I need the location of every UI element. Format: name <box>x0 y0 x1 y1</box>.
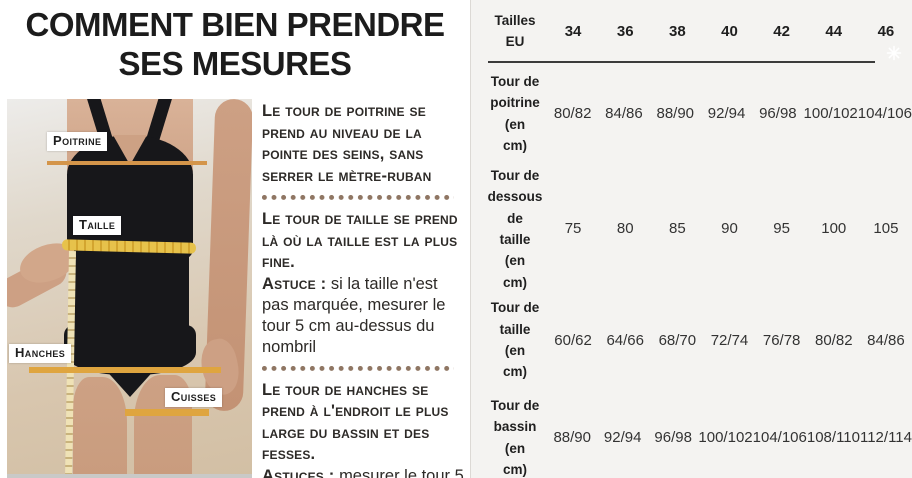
dotted-divider <box>262 365 454 371</box>
instruction-taille: Le tour de taille se prend là où la tail… <box>262 210 458 271</box>
table-row-poitrine: Tour de poitrine (en cm) 80/82 84/86 88/… <box>471 62 912 165</box>
size-table-header-row: Tailles EU 34 36 38 40 42 44 46 <box>471 0 912 62</box>
size-column-header: 44 <box>825 22 843 40</box>
page-title-line1: COMMENT BIEN PRENDRE <box>25 6 445 43</box>
table-cell: 96/98 <box>654 429 692 447</box>
size-column-header: 34 <box>564 22 582 40</box>
page-title: COMMENT BIEN PRENDRE SES MESURES <box>0 0 470 83</box>
label-poitrine: Poitrine <box>47 132 108 152</box>
label-hanches: Hanches <box>9 344 72 364</box>
row-label: Tour de dessous de taille (en cm) <box>487 168 543 290</box>
row-label: Tour de poitrine (en cm) <box>490 73 540 153</box>
hip-measure-line <box>29 367 221 373</box>
instruction-hanches: Le tour de hanches se prend à l'endroit … <box>262 380 449 464</box>
label-cuisses: Cuisses <box>165 388 223 408</box>
table-cell: 72/74 <box>710 331 749 349</box>
bust-measure-line <box>47 161 207 165</box>
table-row-taille: Tour de taille (en cm) 60/62 64/66 68/70… <box>471 285 912 395</box>
size-column-header: 36 <box>616 22 634 40</box>
table-cell: 100 <box>821 220 847 238</box>
table-cell: 104/106 <box>752 429 807 447</box>
table-cell: 75 <box>564 220 582 238</box>
size-table-corner-label: Tailles EU <box>494 12 536 49</box>
table-cell: 85 <box>669 220 686 238</box>
thigh-measure-line <box>125 409 209 416</box>
instruction-hanches-tip: Astuces : mesurer le tour 5 cm au-dessou… <box>262 466 467 478</box>
table-cell: 60/62 <box>554 331 592 349</box>
photo-swimsuit-briefs <box>64 325 196 375</box>
tip-label: Astuce : <box>262 274 327 293</box>
label-taille: Taille <box>73 216 122 236</box>
tip-text: si la taille n'est pas marquée, mesurer … <box>262 274 446 356</box>
guide-left-panel: COMMENT BIEN PRENDRE SES MESURES Poitri <box>0 0 470 478</box>
table-cell: 105 <box>873 220 899 238</box>
table-cell: 64/66 <box>606 331 644 349</box>
photo-swimsuit-vneck <box>113 135 147 165</box>
size-column-header: 38 <box>669 22 686 40</box>
dotted-divider <box>262 195 454 200</box>
photo-bottom-edge <box>7 474 252 478</box>
table-cell: 108/110 <box>806 429 860 447</box>
photo-swimsuit-lower <box>71 249 189 331</box>
sparkle-icon <box>886 45 902 61</box>
table-cell: 112/114 <box>859 429 912 447</box>
table-cell: 76/78 <box>762 331 801 349</box>
size-column-header: 46 <box>877 22 895 40</box>
size-column-header: 42 <box>773 22 790 40</box>
instruction-taille-tip: Astuce : si la taille n'est pas marquée,… <box>262 274 467 358</box>
size-column-header: 40 <box>721 22 738 40</box>
table-row-dessous-taille: Tour de dessous de taille (en cm) 75 80 … <box>471 165 912 290</box>
header-divider-line <box>488 61 875 63</box>
table-cell: 104/106 <box>857 105 912 122</box>
measurement-photo: Poitrine Taille Hanches Cuisses <box>7 99 252 478</box>
photo-left-leg <box>73 377 127 478</box>
table-cell: 80 <box>616 220 634 238</box>
table-cell: 92/94 <box>707 105 746 122</box>
table-cell: 80/82 <box>815 331 853 349</box>
row-label: Tour de bassin (en cm) <box>490 398 540 477</box>
table-cell: 68/70 <box>658 331 697 349</box>
table-cell: 84/86 <box>605 105 643 122</box>
page-title-line2: SES MESURES <box>118 44 352 82</box>
size-table: Tailles EU 34 36 38 40 42 44 46 Tour de … <box>470 0 912 478</box>
tip-label: Astuces : <box>262 466 335 478</box>
table-row-bassin: Tour de bassin (en cm) 88/90 92/94 96/98… <box>471 395 912 478</box>
row-label: Tour de taille (en cm) <box>490 300 540 380</box>
table-cell: 95 <box>773 220 790 238</box>
table-cell: 100/102 <box>803 105 858 122</box>
table-cell: 90 <box>721 220 738 238</box>
table-cell: 88/90 <box>656 105 695 122</box>
tip-text: mesurer le tour 5 cm au-dessous du nombr… <box>339 466 464 478</box>
table-cell: 100/102 <box>698 429 753 447</box>
table-cell: 96/98 <box>759 105 797 122</box>
table-cell: 88/90 <box>553 429 591 447</box>
table-cell: 92/94 <box>603 429 642 447</box>
measurement-instructions: Le tour de poitrine se prend au niveau d… <box>262 101 467 478</box>
table-cell: 84/86 <box>867 331 905 349</box>
table-cell: 80/82 <box>553 105 592 122</box>
instruction-poitrine: Le tour de poitrine se prend au niveau d… <box>262 102 432 185</box>
